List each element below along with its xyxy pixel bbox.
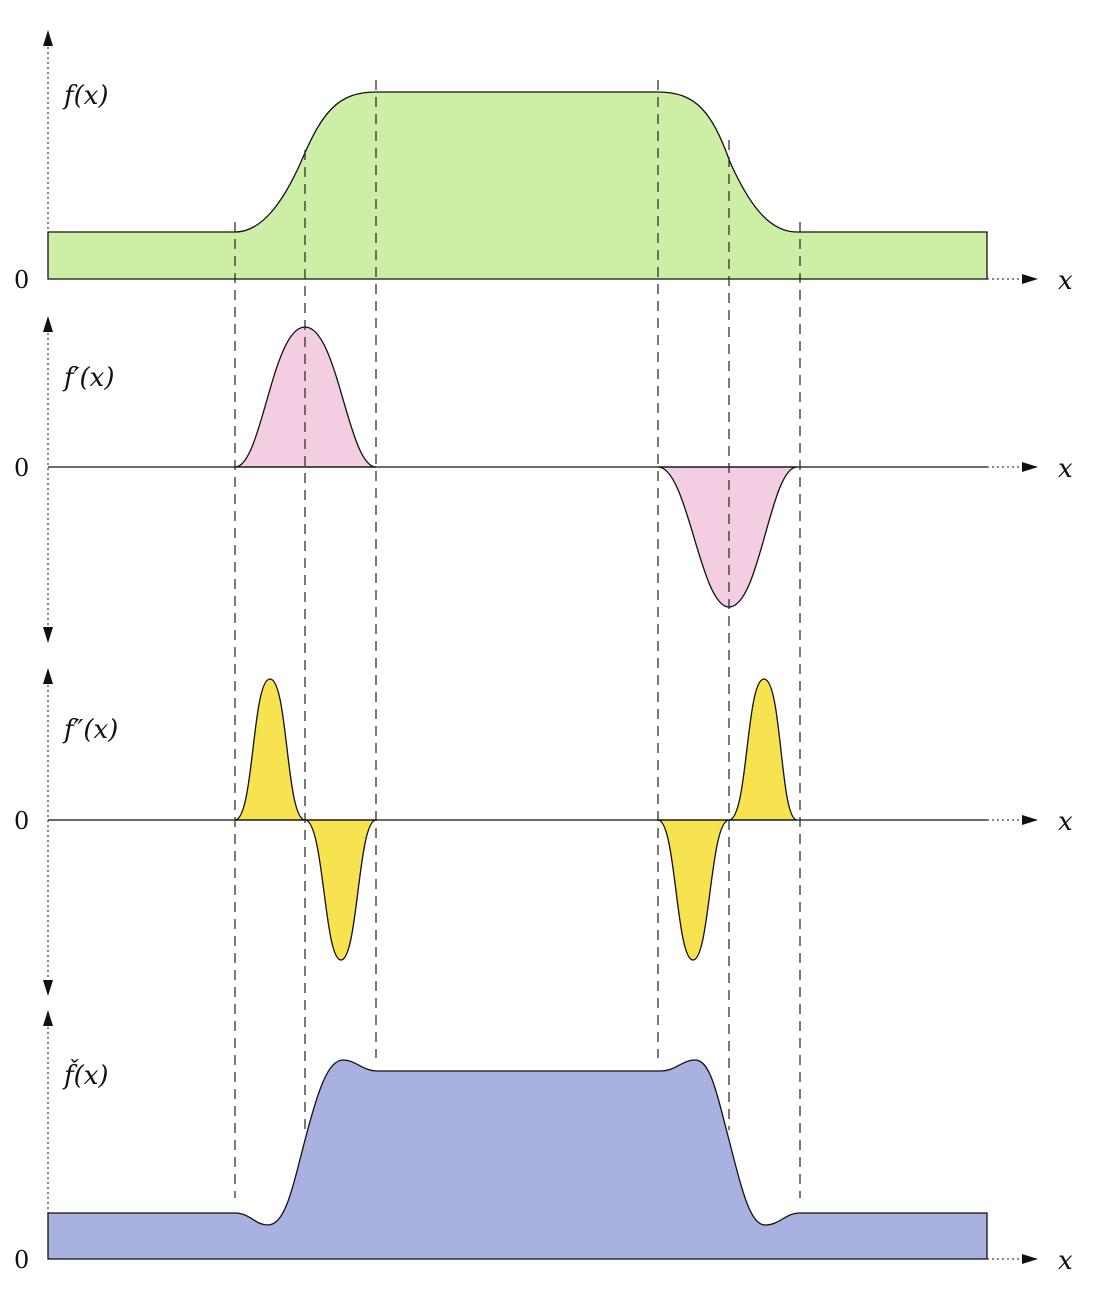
x-axis-arrow-fc (1022, 1254, 1038, 1264)
panel-fc: f̌(x) 0 x (14, 1010, 1073, 1276)
y-axis-arrow-fc (43, 1010, 53, 1026)
guide-lines (234, 80, 801, 1198)
x-axis-arrow-fp (1022, 462, 1038, 472)
x-label-fpp: x (1058, 807, 1073, 837)
zero-label-fp: 0 (14, 454, 29, 482)
fp-negative-lobe (657, 466, 798, 608)
x-label-fc: x (1058, 1246, 1073, 1276)
label-fc: f̌(x) (62, 1059, 109, 1091)
zero-label-f: 0 (14, 266, 29, 294)
y-axis-arrow-down-fpp (43, 980, 53, 996)
label-fpp: f″(x) (62, 715, 118, 745)
y-axis-arrow-down-fp (43, 627, 53, 643)
fpp-lobe-3 (657, 819, 730, 961)
panel-fp: f′(x) 0 x (14, 316, 1073, 643)
fpp-lobe-4 (728, 678, 798, 821)
f-curve-area (47, 91, 988, 280)
x-axis-arrow-f (1022, 274, 1038, 284)
fpp-lobe-2 (304, 819, 377, 961)
x-label-fp: x (1058, 454, 1073, 484)
label-f: f(x) (62, 81, 109, 111)
zero-label-fpp: 0 (14, 807, 29, 835)
panel-fpp: f″(x) 0 x (14, 668, 1073, 996)
x-label-f: x (1058, 266, 1073, 296)
y-axis-arrow-up-fpp (43, 668, 53, 684)
panel-f: f(x) 0 x (14, 30, 1073, 296)
label-fp: f′(x) (62, 363, 114, 393)
y-axis-arrow-f (43, 30, 53, 46)
zero-label-fc: 0 (14, 1246, 29, 1274)
fpp-lobe-1 (234, 678, 306, 821)
x-axis-arrow-fpp (1022, 815, 1038, 825)
y-axis-arrow-up-fp (43, 316, 53, 332)
fc-curve-area (47, 1059, 988, 1260)
